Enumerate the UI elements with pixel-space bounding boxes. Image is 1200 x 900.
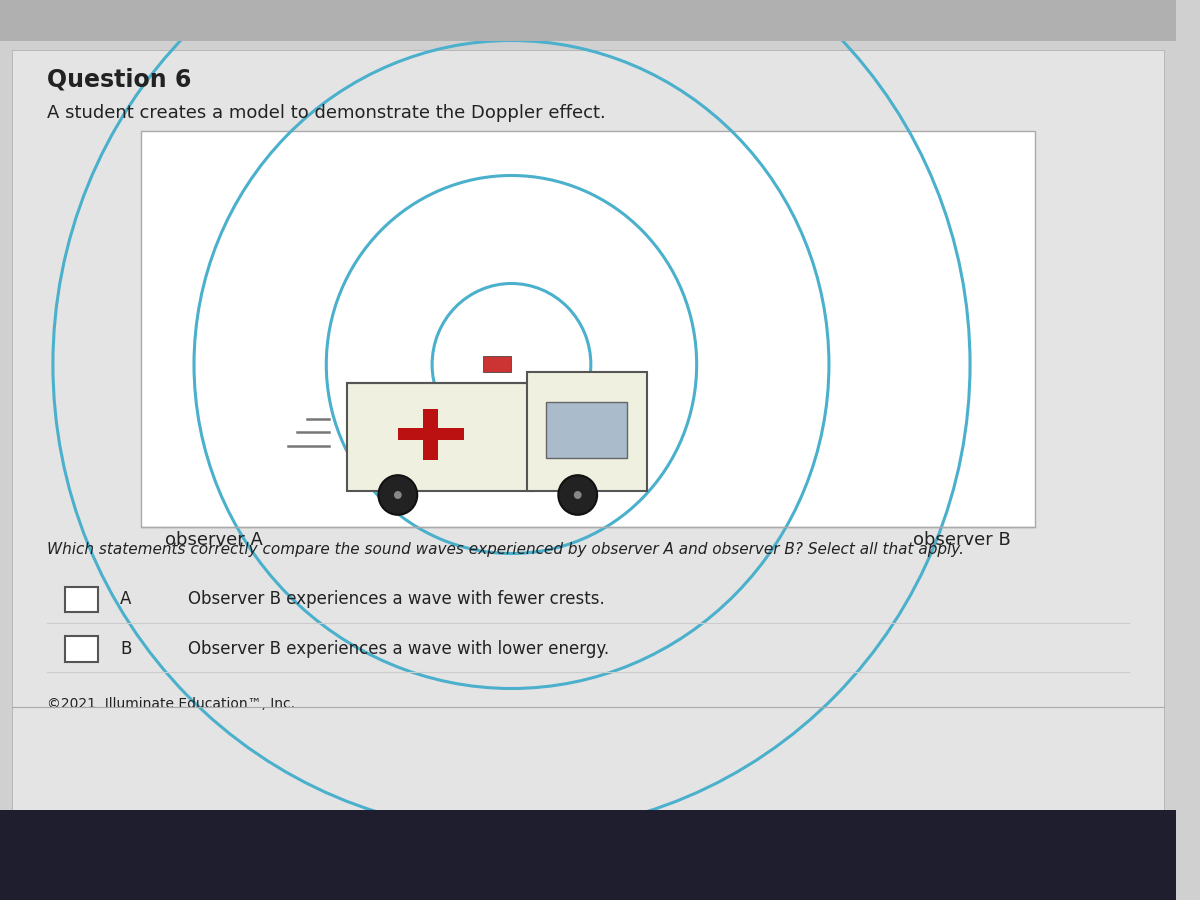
Bar [482, 356, 511, 372]
Text: ©2021  Illuminate Education™, Inc.: ©2021 Illuminate Education™, Inc. [47, 698, 295, 712]
Bar [398, 428, 463, 440]
Text: Observer B experiences a wave with fewer crests.: Observer B experiences a wave with fewer… [188, 590, 605, 608]
Text: observer B: observer B [913, 531, 1012, 549]
Text: A student creates a model to demonstrate the Doppler effect.: A student creates a model to demonstrate… [47, 104, 606, 122]
Bar [65, 587, 97, 612]
Bar [142, 130, 1034, 526]
Text: B: B [120, 640, 131, 658]
Bar [347, 382, 533, 491]
Text: observer A: observer A [164, 531, 263, 549]
FancyBboxPatch shape [12, 50, 1164, 810]
Ellipse shape [378, 475, 418, 515]
Ellipse shape [558, 475, 598, 515]
Bar [0, 810, 1176, 900]
Text: A: A [120, 590, 131, 608]
Bar [65, 636, 97, 662]
Bar [546, 402, 628, 458]
Bar [424, 410, 438, 460]
Bar [527, 372, 647, 491]
Ellipse shape [574, 491, 582, 499]
Ellipse shape [394, 491, 402, 499]
Text: Observer B experiences a wave with lower energy.: Observer B experiences a wave with lower… [188, 640, 610, 658]
Text: Question 6: Question 6 [47, 68, 192, 92]
Bar [0, 0, 1176, 40]
Text: Which statements correctly compare the sound waves experienced by observer A and: Which statements correctly compare the s… [47, 542, 964, 557]
